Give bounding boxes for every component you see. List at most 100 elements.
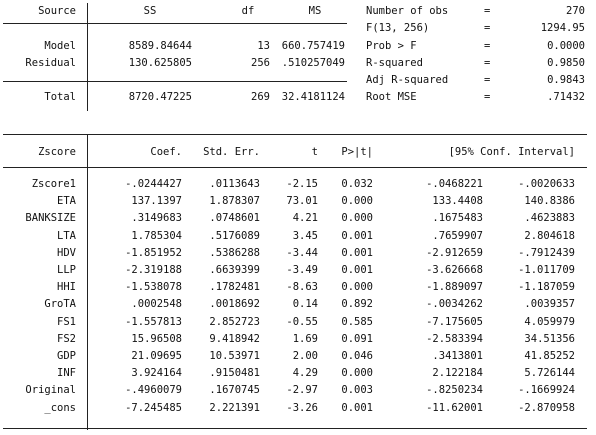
anova-total-df: 269 — [251, 91, 270, 103]
anova-total-rule-left — [3, 81, 87, 82]
stat-equals: = — [484, 22, 491, 34]
coef-t: -3.49 — [286, 264, 318, 276]
coef-top-rule-right — [87, 134, 587, 135]
stat-equals: = — [484, 5, 491, 17]
stat-label: Root MSE — [366, 91, 417, 103]
coef-t: -2.15 — [286, 178, 318, 190]
coef-std-err: .0018692 — [209, 298, 260, 310]
stat-equals: = — [484, 74, 491, 86]
coef-value: 1.785304 — [131, 230, 182, 242]
coef-value: -1.557813 — [125, 316, 182, 328]
coef-ci-high: .4623883 — [524, 212, 575, 224]
coef-var: INF — [57, 367, 76, 379]
coef-t: -3.44 — [286, 247, 318, 259]
coef-header-rule-right — [87, 167, 587, 168]
anova-header-rule-left — [3, 23, 87, 24]
coef-var: HDV — [57, 247, 76, 259]
coef-std-err: 2.852723 — [209, 316, 260, 328]
coef-value: -2.319188 — [125, 264, 182, 276]
coef-ci-low: .7659907 — [432, 230, 483, 242]
anova-header-rule-right — [87, 23, 347, 24]
anova-total-ss: 8720.47225 — [128, 91, 192, 103]
coef-header-var: Zscore — [38, 146, 76, 158]
coef-p: 0.000 — [341, 367, 373, 379]
coef-p: 0.046 — [341, 350, 373, 362]
stat-label: Prob > F — [366, 40, 417, 52]
coef-p: 0.001 — [341, 264, 373, 276]
coef-std-err: .0113643 — [209, 178, 260, 190]
coef-ci-high: 5.726144 — [524, 367, 575, 379]
coef-var: FS2 — [57, 333, 76, 345]
stat-label: F(13, 256) — [366, 22, 430, 34]
coef-header-ci: [95% Conf. Interval] — [448, 146, 575, 158]
coef-t: -0.55 — [286, 316, 318, 328]
coef-top-rule-left — [3, 134, 87, 135]
coef-t: 1.69 — [292, 333, 318, 345]
coef-ci-low: -2.583394 — [426, 333, 483, 345]
coef-p: 0.032 — [341, 178, 373, 190]
coef-header-coef: Coef. — [150, 146, 182, 158]
coef-std-err: .5386288 — [209, 247, 260, 259]
coef-ci-high: -1.011709 — [518, 264, 575, 276]
anova-total-rule-right — [87, 81, 347, 82]
coef-ci-low: -11.62001 — [426, 402, 483, 414]
stat-value: 0.0000 — [547, 40, 585, 52]
coef-t: 4.29 — [292, 367, 318, 379]
anova-divider — [87, 3, 88, 111]
coef-ci-low: -7.175605 — [426, 316, 483, 328]
coef-std-err: 2.221391 — [209, 402, 260, 414]
anova-header-df: df — [241, 5, 255, 17]
coef-ci-low: 2.122184 — [432, 367, 483, 379]
anova-total-ms: 32.4181124 — [281, 91, 345, 103]
coef-t: 0.14 — [292, 298, 318, 310]
stat-value: 0.9843 — [547, 74, 585, 86]
coef-ci-high: -.1669924 — [518, 384, 575, 396]
coef-t: 73.01 — [286, 195, 318, 207]
coef-bottom-rule-right — [87, 428, 587, 429]
coef-ci-low: .1675483 — [432, 212, 483, 224]
coef-p: 0.001 — [341, 402, 373, 414]
coef-std-err: .0748601 — [209, 212, 260, 224]
coef-ci-low: -2.912659 — [426, 247, 483, 259]
coef-var: LTA — [57, 230, 76, 242]
coef-std-err: 1.878307 — [209, 195, 260, 207]
coef-ci-high: 2.804618 — [524, 230, 575, 242]
coef-p: 0.091 — [341, 333, 373, 345]
stat-label: R-squared — [366, 57, 423, 69]
coef-p: 0.003 — [341, 384, 373, 396]
coef-std-err: .1782481 — [209, 281, 260, 293]
coef-value: 137.1397 — [131, 195, 182, 207]
coef-p: 0.000 — [341, 281, 373, 293]
coef-header-t: t — [311, 146, 318, 158]
coef-var: FS1 — [57, 316, 76, 328]
coef-var: Zscore1 — [31, 178, 76, 190]
coef-var: Original — [25, 384, 76, 396]
coef-ci-high: -.0020633 — [518, 178, 575, 190]
anova-row-label: Model — [44, 40, 76, 52]
coef-t: -2.97 — [286, 384, 318, 396]
coef-p: 0.000 — [341, 195, 373, 207]
coef-ci-high: 41.85252 — [524, 350, 575, 362]
coef-std-err: .5176089 — [209, 230, 260, 242]
coef-p: 0.892 — [341, 298, 373, 310]
coef-divider — [87, 134, 88, 430]
coef-ci-high: 4.059979 — [524, 316, 575, 328]
coef-ci-low: -.0468221 — [426, 178, 483, 190]
coef-value: 3.924164 — [131, 367, 182, 379]
coef-value: 21.09695 — [131, 350, 182, 362]
coef-std-err: .1670745 — [209, 384, 260, 396]
anova-row-df: 13 — [257, 40, 270, 52]
coef-value: .3149683 — [131, 212, 182, 224]
coef-t: -8.63 — [286, 281, 318, 293]
coef-var: ETA — [57, 195, 76, 207]
anova-row-label: Residual — [25, 57, 76, 69]
anova-row-ss: 130.625805 — [128, 57, 192, 69]
coef-p: 0.000 — [341, 212, 373, 224]
stat-label: Adj R-squared — [366, 74, 449, 86]
stat-equals: = — [484, 40, 491, 52]
coef-value: .0002548 — [131, 298, 182, 310]
coef-t: -3.26 — [286, 402, 318, 414]
coef-p: 0.585 — [341, 316, 373, 328]
coef-ci-high: -1.187059 — [518, 281, 575, 293]
coef-ci-low: -1.889097 — [426, 281, 483, 293]
